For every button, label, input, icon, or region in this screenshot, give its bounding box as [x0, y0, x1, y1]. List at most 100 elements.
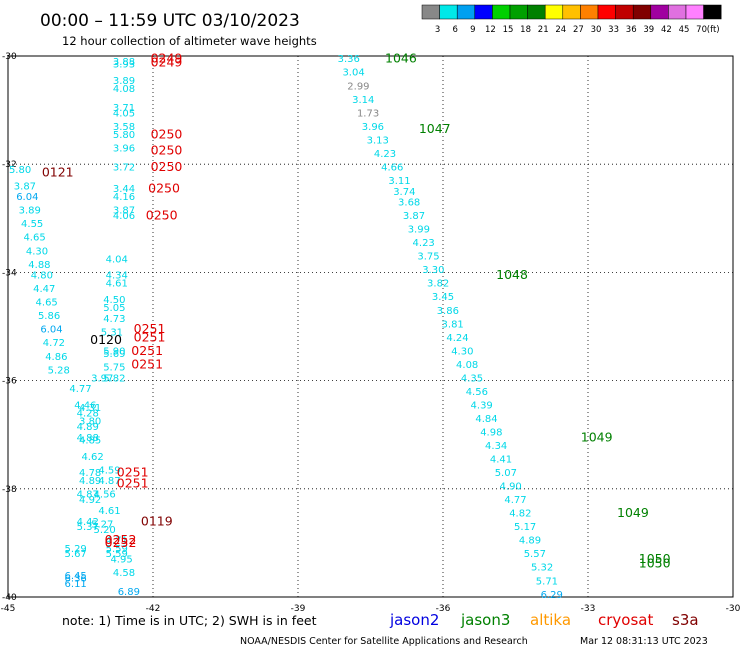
- wave-height-value: 4.59: [98, 465, 120, 476]
- wave-height-value: 4.89: [79, 476, 101, 487]
- footer-timestamp: Mar 12 08:31:13 UTC 2023: [580, 636, 708, 647]
- color-swatch: [544, 4, 564, 20]
- wave-height-value: 4.56: [94, 490, 116, 501]
- x-tick-label: -33: [581, 604, 596, 614]
- wave-height-value: 3.99: [408, 225, 430, 236]
- pass-time-label: 0250: [151, 126, 183, 141]
- wave-height-value: 5.57: [524, 549, 546, 560]
- wave-height-value: 5.90: [103, 346, 125, 357]
- wave-height-value: 4.72: [43, 338, 65, 349]
- wave-height-value: 6.29: [541, 590, 563, 601]
- wave-height-value: 3.82: [427, 279, 449, 290]
- wave-height-value: 3.96: [362, 122, 384, 133]
- wave-height-value: 4.87: [98, 476, 120, 487]
- color-swatch: [632, 4, 652, 20]
- wave-height-value: 3.89: [113, 76, 135, 87]
- wave-height-value: 5.59: [106, 544, 128, 555]
- color-swatch: [703, 4, 722, 20]
- color-scale-label: 42: [661, 25, 672, 35]
- y-tick-label: -38: [2, 485, 17, 495]
- wave-height-value: 4.39: [471, 400, 493, 411]
- wave-height-value: 4.90: [500, 482, 522, 493]
- wave-height-value: 3.87: [403, 211, 425, 222]
- pass-time-label: 0250: [148, 181, 180, 196]
- wave-height-value: 4.87: [77, 490, 99, 501]
- wave-height-value: 4.23: [374, 149, 396, 160]
- axis-ticks: -45 -42 -39 -36 -33 -30 -30 -32 -34 -36 -38 -40: [1, 52, 740, 614]
- color-scale-label: 36: [626, 25, 637, 35]
- wave-height-value: 5.69: [103, 349, 125, 360]
- wave-height-value: 5.80: [9, 165, 31, 176]
- wave-height-value: 4.34: [485, 441, 507, 452]
- satellite-name-cryosat: cryosat: [598, 611, 653, 629]
- wave-height-value: 3.97: [91, 373, 113, 384]
- wave-height-value: 4.82: [509, 509, 531, 520]
- x-tick-label: -39: [291, 604, 306, 614]
- pass-time-label: 0250: [151, 143, 183, 158]
- x-tick-label: -45: [1, 604, 16, 614]
- wave-height-value: 3.74: [393, 187, 415, 198]
- wave-height-value: 5.29: [65, 544, 87, 555]
- wave-height-value: 4.88: [28, 260, 50, 271]
- wave-height-value: 3.13: [367, 135, 389, 146]
- wave-height-value: 3.75: [417, 252, 439, 263]
- color-scale-label: 24: [555, 25, 566, 35]
- wave-height-value: 4.65: [23, 233, 45, 244]
- wave-height-value: 3.87: [14, 181, 36, 192]
- wave-height-value: 4.84: [475, 414, 497, 425]
- wave-height-value: 3.30: [422, 265, 444, 276]
- wave-height-value: 3.68: [398, 198, 420, 209]
- note-text: note: 1) Time is in UTC; 2) SWH is in fe…: [62, 613, 317, 628]
- pass-time-labels: 0249024902500250025002500250012102510251…: [42, 51, 671, 571]
- wave-height-value: 4.08: [113, 84, 135, 95]
- wave-height-value: 3.87: [113, 206, 135, 217]
- color-swatch: [492, 4, 511, 20]
- wave-height-value: 4.23: [413, 238, 435, 249]
- x-tick-label: -30: [726, 604, 740, 614]
- y-tick-label: -34: [2, 268, 17, 278]
- color-scale-label: 6: [452, 25, 457, 35]
- pass-time-label: 0251: [117, 465, 149, 480]
- pass-time-label: 1049: [617, 505, 649, 520]
- color-scale-label: (ft): [707, 25, 720, 35]
- pass-time-label: 1046: [385, 51, 417, 66]
- wave-height-value: 4.04: [106, 254, 128, 265]
- wave-height-value: 4.42: [77, 517, 99, 528]
- pass-time-label: 0251: [134, 321, 166, 336]
- wave-height-value: 5.17: [514, 522, 536, 533]
- wave-height-value: 3.71: [113, 103, 135, 114]
- color-scale-label: 21: [538, 25, 549, 35]
- wave-height-value: 6.04: [16, 192, 38, 203]
- wave-height-value: 4.30: [26, 246, 48, 257]
- wave-height-value: 6.04: [40, 325, 62, 336]
- wave-height-value: 5.37: [77, 522, 99, 533]
- wave-height-value: 4.85: [79, 436, 101, 447]
- pass-time-label: 0251: [131, 356, 163, 371]
- wave-height-value: 3.36: [338, 54, 360, 65]
- wave-height-value: 4.65: [36, 298, 58, 309]
- wave-height-value: 4.30: [451, 346, 473, 357]
- x-tick-label: -42: [146, 604, 161, 614]
- color-swatch: [685, 4, 704, 20]
- wave-height-value: 5.80: [113, 130, 135, 141]
- wave-height-value: 3.96: [113, 143, 135, 154]
- wave-height-value: 3.89: [19, 206, 41, 217]
- color-scale-label: 70: [696, 25, 707, 35]
- wave-height-value: 3.72: [113, 162, 135, 173]
- color-swatch: [474, 4, 493, 20]
- color-scale-label: 3: [435, 25, 440, 35]
- wave-height-value: 4.05: [113, 108, 135, 119]
- wave-height-value: 5.27: [91, 519, 113, 530]
- pass-time-label: 0249: [151, 54, 183, 69]
- color-swatch: [597, 4, 616, 20]
- wave-height-value: 3.11: [388, 176, 410, 187]
- wave-height-value: 5.28: [48, 365, 70, 376]
- wave-height-value: 3.45: [432, 292, 454, 303]
- color-scale-label: 39: [643, 25, 654, 35]
- wave-height-value: 6.89: [118, 587, 140, 598]
- color-swatch: [527, 4, 546, 20]
- wave-height-value: 5.67: [65, 549, 87, 560]
- wave-height-value: 5.75: [103, 363, 125, 374]
- color-swatch: [615, 4, 634, 20]
